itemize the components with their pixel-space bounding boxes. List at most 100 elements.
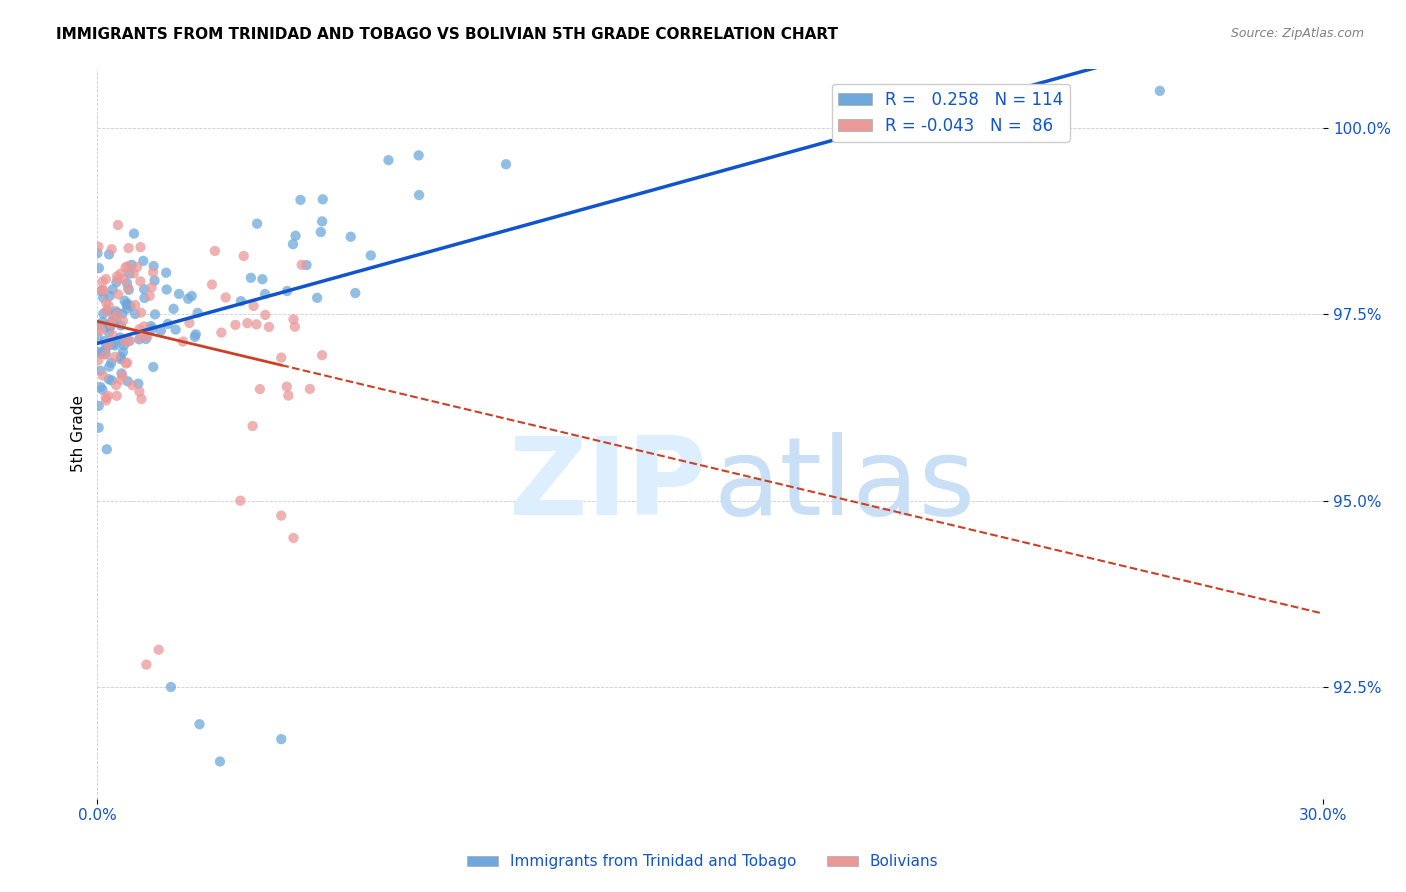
Point [239,270,262,285]
Legend: R =   0.258   N = 114, R = -0.043   N =  86: R = 0.258 N = 114, R = -0.043 N = 86 [831,84,1070,142]
Text: atlas: atlas [714,432,976,538]
Point [124,307,146,321]
Y-axis label: 5th Grade: 5th Grade [72,395,86,472]
Point [277,388,299,402]
Point [120,299,142,313]
Point [360,248,382,262]
Point [110,267,132,281]
Point [114,334,136,349]
Point [108,330,131,344]
Point [270,508,292,523]
Point [184,330,207,344]
Point [91,368,114,383]
Point [115,297,138,311]
Point [118,334,141,348]
Point [96,304,118,318]
Point [112,271,135,285]
Point [90,323,112,337]
Point [141,280,163,294]
Point [115,356,138,370]
Point [104,314,127,328]
Point [242,419,264,434]
Point [90,284,112,298]
Point [94,347,117,361]
Point [97,389,120,403]
Point [1149,84,1171,98]
Point [97,299,120,313]
Point [96,303,118,318]
Point [139,319,162,334]
Point [104,338,127,352]
Point [283,531,305,545]
Point [87,344,110,359]
Point [311,214,333,228]
Point [254,308,277,322]
Point [104,304,127,318]
Point [105,307,128,321]
Point [111,314,134,328]
Point [257,319,280,334]
Point [107,272,129,286]
Point [270,351,292,365]
Point [128,322,150,336]
Point [105,389,128,403]
Point [100,356,122,370]
Point [249,382,271,396]
Point [94,393,117,408]
Point [229,493,252,508]
Point [103,309,125,323]
Point [128,384,150,399]
Point [105,269,128,284]
Point [177,292,200,306]
Point [93,334,115,348]
Point [98,318,121,333]
Point [131,392,153,406]
Point [129,274,152,288]
Point [91,275,114,289]
Point [254,287,277,301]
Point [307,291,329,305]
Point [101,327,124,342]
Point [208,755,231,769]
Point [214,290,236,304]
Point [114,260,136,275]
Point [167,287,190,301]
Point [408,148,430,162]
Point [86,246,108,260]
Point [118,267,141,281]
Point [236,316,259,330]
Point [284,319,307,334]
Point [142,359,165,374]
Text: IMMIGRANTS FROM TRINIDAD AND TOBAGO VS BOLIVIAN 5TH GRADE CORRELATION CHART: IMMIGRANTS FROM TRINIDAD AND TOBAGO VS B… [56,27,838,42]
Point [117,260,139,274]
Point [245,318,267,332]
Point [121,258,143,272]
Point [104,350,127,364]
Point [122,227,145,241]
Point [132,319,155,334]
Legend: Immigrants from Trinidad and Tobago, Bolivians: Immigrants from Trinidad and Tobago, Bol… [461,848,945,875]
Point [142,259,165,273]
Point [117,241,139,255]
Point [270,732,292,747]
Point [89,364,111,378]
Point [127,260,149,274]
Point [103,311,125,326]
Point [132,282,155,296]
Point [117,281,139,295]
Point [298,382,321,396]
Point [111,368,134,383]
Point [107,287,129,301]
Point [188,717,211,731]
Point [97,372,120,386]
Text: ZIP: ZIP [508,432,707,538]
Point [172,334,194,349]
Point [209,326,232,340]
Point [290,193,312,207]
Point [117,374,139,388]
Point [98,338,121,352]
Point [187,306,209,320]
Point [93,343,115,358]
Point [134,291,156,305]
Point [242,299,264,313]
